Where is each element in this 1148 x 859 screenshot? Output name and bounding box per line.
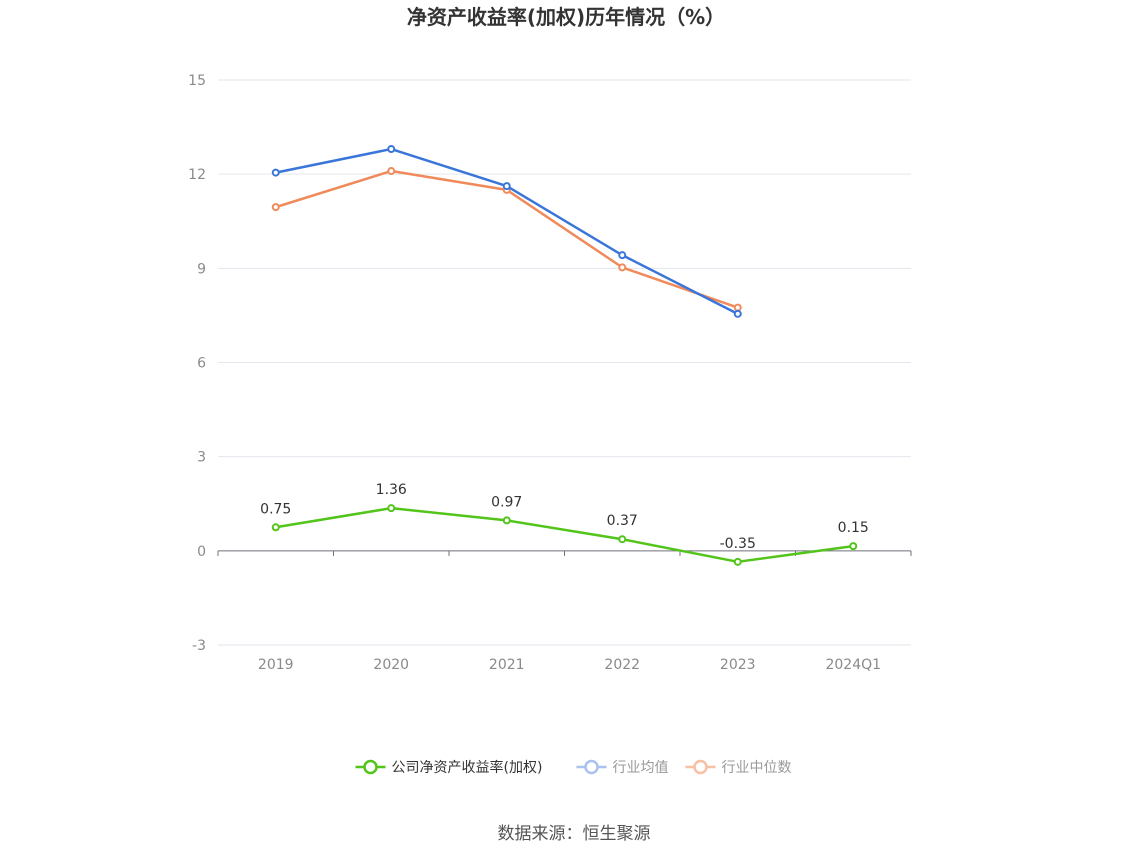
series-line [275, 506, 854, 564]
data-point [271, 168, 280, 177]
data-point [733, 309, 742, 318]
data-source: 数据来源：恒生聚源 [498, 824, 651, 844]
legend-item-0[interactable]: 公司净资产收益率(加权) [355, 759, 543, 776]
x-tick-label: 2021 [489, 657, 525, 673]
legend[interactable]: 公司净资产收益率(加权) 行业均值 行业中位数 [355, 759, 792, 776]
x-tick-label: 2023 [720, 657, 756, 673]
y-tick-label: 3 [197, 450, 206, 466]
x-tick-label: 2024Q1 [825, 657, 881, 673]
data-point [502, 182, 511, 191]
data-point [387, 504, 396, 513]
legend-circle-icon [693, 759, 708, 775]
series-1 [271, 145, 742, 318]
data-point [387, 167, 396, 176]
legend-label: 行业均值 [613, 760, 669, 776]
data-point [618, 263, 627, 272]
data-point [502, 516, 511, 525]
y-tick-label: 6 [197, 356, 206, 372]
legend-item-2[interactable]: 行业中位数 [685, 759, 792, 776]
data-label: 1.36 [376, 482, 407, 498]
x-axis: 2019 2020 2021 2022 2023 2024Q1 [217, 550, 912, 673]
y-tick-label: 0 [197, 544, 206, 560]
data-point [849, 542, 858, 551]
data-point [733, 557, 742, 566]
legend-label: 行业中位数 [722, 760, 792, 776]
y-tick-label: 9 [197, 261, 206, 277]
data-label: 0.37 [607, 513, 638, 529]
data-label: 0.15 [838, 520, 869, 536]
chart-title: 净资产收益率(加权)历年情况（%） [407, 5, 725, 29]
series-layer: 0.75 1.36 0.97 0.37 -0.35 0.15 [260, 145, 869, 566]
grid [218, 79, 911, 646]
data-point [387, 145, 396, 154]
y-axis: 15 12 9 6 3 0 -3 [188, 73, 206, 654]
y-tick-label: 15 [188, 73, 206, 89]
data-point [733, 303, 742, 312]
data-point [618, 535, 627, 544]
series-0: 0.75 1.36 0.97 0.37 -0.35 0.15 [260, 482, 869, 566]
legend-circle-icon [584, 759, 599, 775]
y-tick-label: -3 [192, 638, 206, 654]
data-point [271, 523, 280, 532]
legend-circle-icon [363, 759, 378, 775]
x-tick-label: 2019 [258, 657, 294, 673]
data-point [618, 251, 627, 260]
data-label: 0.75 [260, 501, 291, 517]
data-label: -0.35 [720, 536, 756, 552]
legend-item-1[interactable]: 行业均值 [576, 759, 669, 776]
data-point [271, 203, 280, 212]
legend-label: 公司净资产收益率(加权) [392, 759, 543, 776]
y-tick-label: 12 [188, 167, 206, 183]
x-tick-label: 2020 [373, 657, 409, 673]
x-tick-label: 2022 [604, 657, 640, 673]
data-label: 0.97 [491, 494, 522, 510]
